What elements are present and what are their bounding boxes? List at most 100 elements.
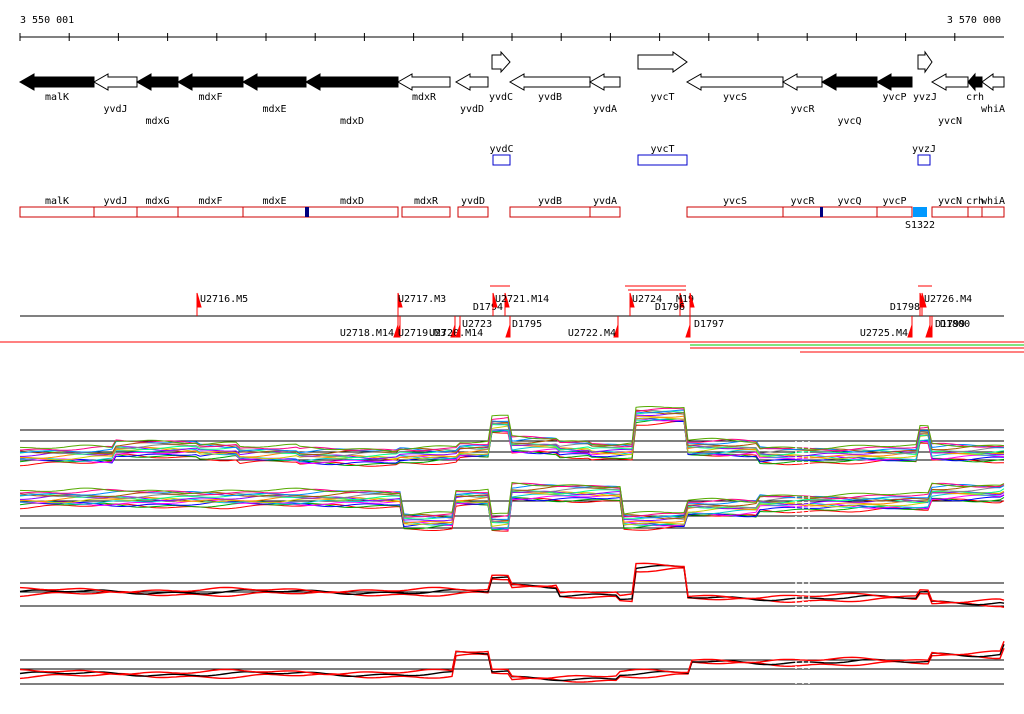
profile-series [19, 420, 1005, 467]
annotation-extra-label: S1322 [905, 220, 935, 231]
small-gene-box-yvcT[interactable] [637, 154, 688, 166]
annotation-box-whiA[interactable] [981, 206, 1005, 218]
annotation-label-whiA: whiA [981, 196, 1005, 207]
gene-arrow-yvcP[interactable] [875, 73, 913, 91]
annotation-box-yvcR[interactable] [782, 206, 823, 218]
annotation-box-yvcS[interactable] [686, 206, 784, 218]
gene-label-malK: malK [45, 92, 69, 103]
site-label: D1796 [655, 302, 685, 313]
ruler-end-label: 3 570 000 [947, 15, 1001, 26]
annotation-box-mdxF[interactable] [177, 206, 244, 218]
annotation-marker [820, 207, 823, 217]
gene-arrow-yvcS[interactable] [685, 73, 784, 91]
gene-arrow-malK[interactable] [18, 73, 95, 91]
gene-arrow-mdxE[interactable] [241, 73, 307, 91]
site-label: U2718.M14 [340, 328, 394, 339]
annotation-box-mdxR[interactable] [401, 206, 451, 218]
profile-series [20, 409, 1004, 454]
profile-series [19, 409, 1005, 455]
gene-label-yvdA: yvdA [593, 104, 617, 115]
small-gene-label-yvcT: yvcT [650, 144, 674, 155]
annotation-marker-s1322[interactable] [913, 207, 927, 217]
gene-label-mdxD: mdxD [340, 116, 364, 127]
profile-panel-selected-forward [19, 562, 1005, 614]
gene-label-mdxG: mdxG [145, 116, 169, 127]
ruler-start-label: 3 550 001 [20, 15, 74, 26]
gene-arrow-yvdA[interactable] [588, 73, 621, 91]
annotation-box-yvdB[interactable] [509, 206, 591, 218]
annotation-label-mdxG: mdxG [145, 196, 169, 207]
annotation-box-mdxD[interactable] [305, 206, 399, 218]
gene-arrow-mdxG[interactable] [135, 73, 179, 91]
site-flag[interactable] [907, 324, 913, 338]
small-gene-track: yvdC yvcT yvzJ [489, 144, 936, 166]
profile-series [19, 417, 1005, 464]
site-label: U2725.M4 [860, 328, 908, 339]
ruler-ticks [19, 33, 956, 41]
gene-label-yvcQ: yvcQ [837, 116, 861, 127]
site-label: U2720.M14 [429, 328, 483, 339]
site-flag[interactable] [505, 324, 511, 338]
annotation-box-malK[interactable] [19, 206, 95, 218]
site-label: U2719.M3 [398, 328, 446, 339]
annotation-box-mdxE[interactable] [242, 206, 307, 218]
small-gene-box-yvdC[interactable] [492, 154, 511, 166]
site-label: U2723 [462, 319, 492, 330]
transcription-site-track: U2716.M5 U2717.M3 U2718.M14 U2719.M3U2720.M… [0, 285, 1024, 353]
site-label: D1799 [935, 319, 965, 330]
annotation-label-yvcR: yvcR [790, 196, 815, 207]
gene-arrow-yvcT[interactable] [637, 51, 688, 73]
small-gene-label-yvdC: yvdC [489, 144, 513, 155]
annotation-label-mdxE: mdxE [262, 196, 286, 207]
site-label: U2717.M3 [398, 294, 446, 305]
gene-label-mdxE: mdxE [262, 104, 286, 115]
gene-arrow-mdxD[interactable] [304, 73, 399, 91]
gene-arrow-mdxF[interactable] [176, 73, 244, 91]
gene-arrow-yvdC[interactable] [491, 50, 511, 74]
annotation-label-yvdA: yvdA [593, 196, 617, 207]
profile-panel-conditions-forward [19, 406, 1005, 468]
annotation-track: malK yvdJ mdxG mdxF mdxE mdxD mdxR yvdD yvdB yvdA… [19, 196, 1005, 231]
site-label: U2722.M4 [568, 328, 616, 339]
profile-series [19, 562, 1005, 604]
gene-label-mdxF: mdxF [198, 92, 222, 103]
coordinate-ruler: 3 550 001 3 570 000 [19, 15, 1004, 41]
gene-arrow-yvdB[interactable] [508, 73, 591, 91]
gene-label-yvdC: yvdC [489, 92, 513, 103]
gene-arrow-whiA[interactable] [981, 73, 1005, 91]
profile-series [19, 648, 1005, 683]
annotation-box-mdxG[interactable] [136, 206, 179, 218]
annotation-box-yvdD[interactable] [457, 206, 489, 218]
gene-label-mdxR: mdxR [412, 92, 437, 103]
gene-arrow-crh[interactable] [967, 72, 983, 92]
gene-arrow-mdxR[interactable] [396, 73, 451, 91]
annotation-box-yvcQ[interactable] [821, 206, 878, 218]
site-flag[interactable] [685, 324, 691, 338]
gene-arrow-yvcN[interactable] [930, 73, 969, 91]
annotation-box-crh[interactable] [967, 206, 983, 218]
gene-label-yvdD: yvdD [460, 104, 484, 115]
gene-arrow-yvcQ[interactable] [820, 73, 878, 91]
annotation-box-yvcP[interactable] [876, 206, 913, 218]
annotation-box-yvcN[interactable] [931, 206, 969, 218]
gene-label-yvcS: yvcS [723, 92, 747, 103]
annotation-box-yvdA[interactable] [589, 206, 621, 218]
profile-series [19, 407, 1005, 452]
gene-arrow-yvdD[interactable] [454, 73, 489, 91]
gene-label-yvdJ: yvdJ [103, 104, 127, 115]
profile-panel-conditions-reverse [19, 481, 1005, 536]
gene-label-yvcT: yvcT [650, 92, 674, 103]
gene-label-whiA: whiA [981, 104, 1005, 115]
profile-series [19, 406, 1005, 452]
annotation-box-yvdJ[interactable] [93, 206, 138, 218]
profile-series [20, 411, 1004, 460]
gene-arrow-yvzJ[interactable] [917, 50, 933, 74]
profile-series [19, 564, 1005, 606]
gene-label-crh: crh [966, 92, 984, 103]
small-gene-box-yvzJ[interactable] [917, 154, 931, 166]
gene-arrow-yvdJ[interactable] [92, 73, 138, 91]
profile-series [19, 410, 1005, 458]
gene-arrow-yvcR[interactable] [781, 73, 823, 91]
annotation-label-mdxD: mdxD [340, 196, 364, 207]
gene-label-yvcP: yvcP [882, 92, 906, 103]
